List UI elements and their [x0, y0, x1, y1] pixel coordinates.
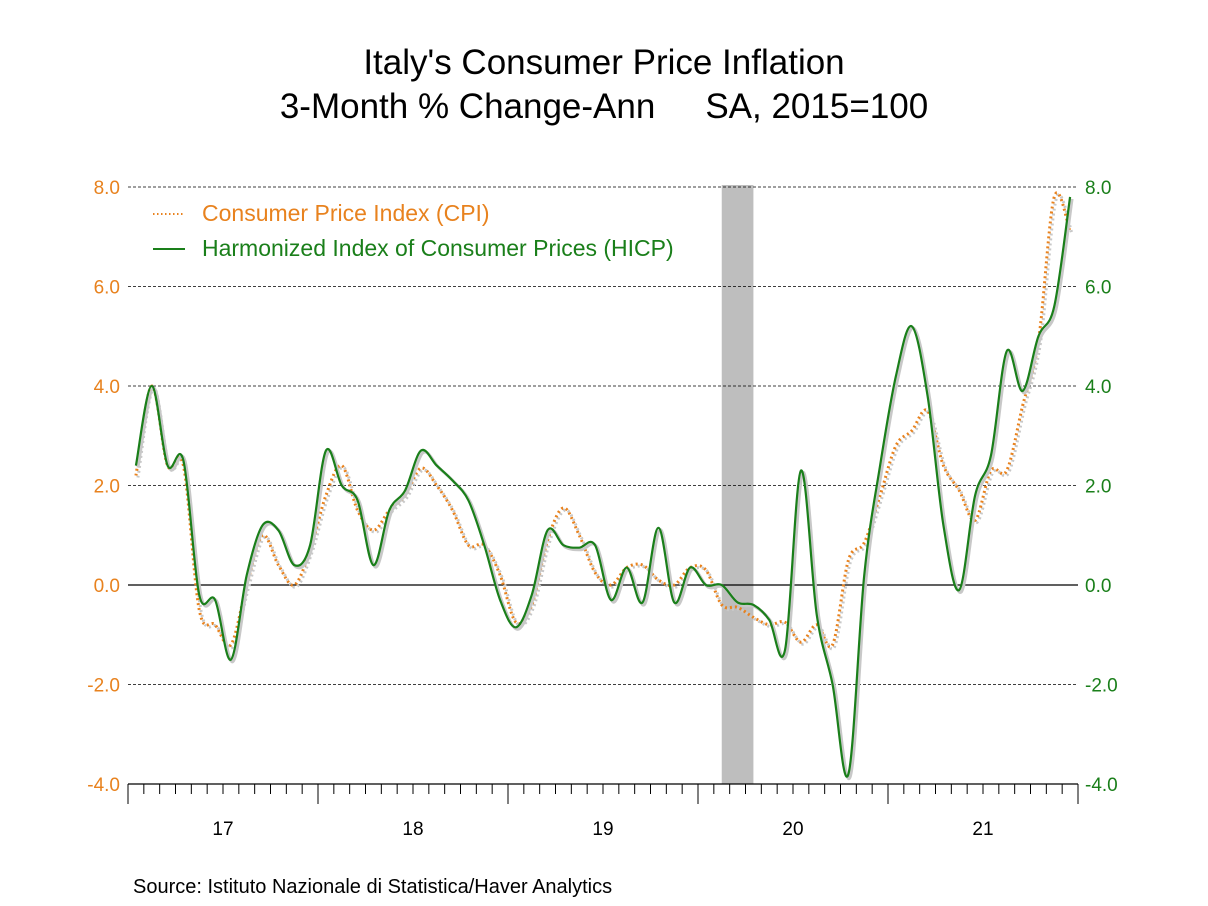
y-tick-label-left: -4.0	[87, 775, 120, 796]
recession-shading	[721, 185, 754, 784]
y-tick-label-right: -2.0	[1085, 676, 1118, 697]
chart-subtitle: 3-Month % Change-Ann SA, 2015=100	[0, 87, 1208, 127]
y-tick-label-left: 0.0	[94, 576, 120, 597]
y-tick-label-left: -2.0	[87, 676, 120, 697]
x-tick-label: 18	[402, 819, 423, 840]
y-tick-label-right: 8.0	[1085, 178, 1111, 199]
subtitle-right: SA, 2015=100	[705, 87, 929, 126]
y-tick-label-left: 6.0	[94, 278, 120, 299]
x-tick-label: 21	[972, 819, 993, 840]
y-tick-label-left: 2.0	[94, 477, 120, 498]
legend-label: Harmonized Index of Consumer Prices (HIC…	[202, 235, 674, 261]
y-tick-label-right: 2.0	[1085, 477, 1111, 498]
y-tick-label-left: 8.0	[94, 178, 120, 199]
y-tick-label-right: 6.0	[1085, 278, 1111, 299]
subtitle-left: 3-Month % Change-Ann	[279, 87, 656, 126]
y-tick-label-right: 0.0	[1085, 576, 1111, 597]
y-tick-label-left: 4.0	[94, 377, 120, 398]
chart-title: Italy's Consumer Price Inflation	[363, 43, 845, 82]
legend-label: Consumer Price Index (CPI)	[202, 200, 490, 226]
y-tick-label-right: -4.0	[1085, 775, 1118, 796]
x-tick-label: 20	[782, 819, 803, 840]
x-tick-label: 19	[592, 819, 613, 840]
series-shadow	[136, 198, 1074, 781]
x-tick-label: 17	[212, 819, 233, 840]
source-note: Source: Istituto Nazionale di Statistica…	[133, 876, 613, 898]
y-tick-label-right: 4.0	[1085, 377, 1111, 398]
cpi-series-line	[134, 191, 1072, 649]
hicp-series-line	[134, 196, 1072, 778]
